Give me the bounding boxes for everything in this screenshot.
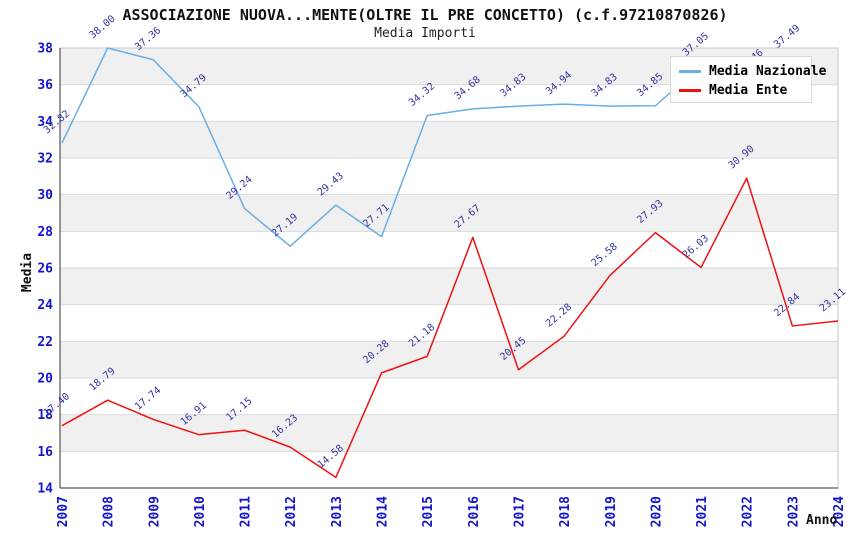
y-tick-label: 32 <box>37 152 53 167</box>
y-tick-label: 14 <box>37 482 53 497</box>
x-tick-label: 2018 <box>558 496 573 527</box>
x-tick-label: 2008 <box>102 496 117 527</box>
x-tick-label: 2017 <box>512 496 527 527</box>
legend-label: Media Ente <box>709 83 788 98</box>
data-label-ente-2019: 25.58 <box>590 241 620 269</box>
x-tick-label: 2023 <box>786 496 801 527</box>
x-axis-title: Anno <box>806 513 838 528</box>
plot-band <box>60 121 838 158</box>
legend-swatch-red-line-icon <box>679 89 701 92</box>
y-tick-label: 24 <box>37 298 53 313</box>
plot-band <box>60 194 838 232</box>
y-axis-title: Media <box>20 252 36 293</box>
chart-title: ASSOCIAZIONE NUOVA...MENTE(OLTRE IL PRE … <box>122 6 728 24</box>
y-tick-label: 34 <box>37 115 53 130</box>
series-line-ente <box>61 177 839 479</box>
x-tick-label: 2024 <box>832 496 847 527</box>
x-tick-label: 2009 <box>147 496 162 527</box>
data-label-ente-2009: 17.74 <box>133 385 163 413</box>
data-label-ente-2018: 22.28 <box>544 302 574 330</box>
y-tick-label: 30 <box>37 188 53 203</box>
y-tick-label: 22 <box>37 335 53 350</box>
plot-band <box>60 414 838 452</box>
x-tick-label: 2014 <box>376 496 391 527</box>
x-tick-label: 2021 <box>695 496 710 527</box>
x-tick-label: 2013 <box>330 496 345 527</box>
y-tick-label: 18 <box>37 408 53 423</box>
x-tick-label: 2016 <box>467 496 482 527</box>
x-tick-label: 2012 <box>284 496 299 527</box>
legend-label: Media Nazionale <box>709 64 827 79</box>
x-tick-label: 2020 <box>649 496 664 527</box>
x-tick-label: 2011 <box>239 496 254 527</box>
y-tick-label: 28 <box>37 225 53 240</box>
legend-item-media-nazionale: Media Nazionale <box>679 62 826 81</box>
y-tick-label: 20 <box>37 372 53 387</box>
legend-box: Media Nazionale Media Ente <box>670 56 826 103</box>
y-tick-label: 26 <box>37 262 53 277</box>
y-tick-label: 36 <box>37 78 53 93</box>
legend-item-media-ente: Media Ente <box>679 81 811 100</box>
data-label-nazionale-2023: 37.49 <box>772 23 802 51</box>
x-tick-label: 2010 <box>193 496 208 527</box>
x-tick-label: 2007 <box>56 496 71 527</box>
data-label-nazionale-2008: 38.00 <box>88 14 118 42</box>
y-tick-label: 38 <box>37 42 53 57</box>
chart-subtitle: Media Importi <box>374 26 476 41</box>
legend-swatch-blue-line-icon <box>679 70 701 73</box>
x-tick-label: 2015 <box>421 496 436 527</box>
x-tick-label: 2019 <box>604 496 619 527</box>
plot-band <box>60 341 838 378</box>
y-tick-label: 16 <box>37 445 53 460</box>
x-tick-label: 2022 <box>741 496 756 527</box>
